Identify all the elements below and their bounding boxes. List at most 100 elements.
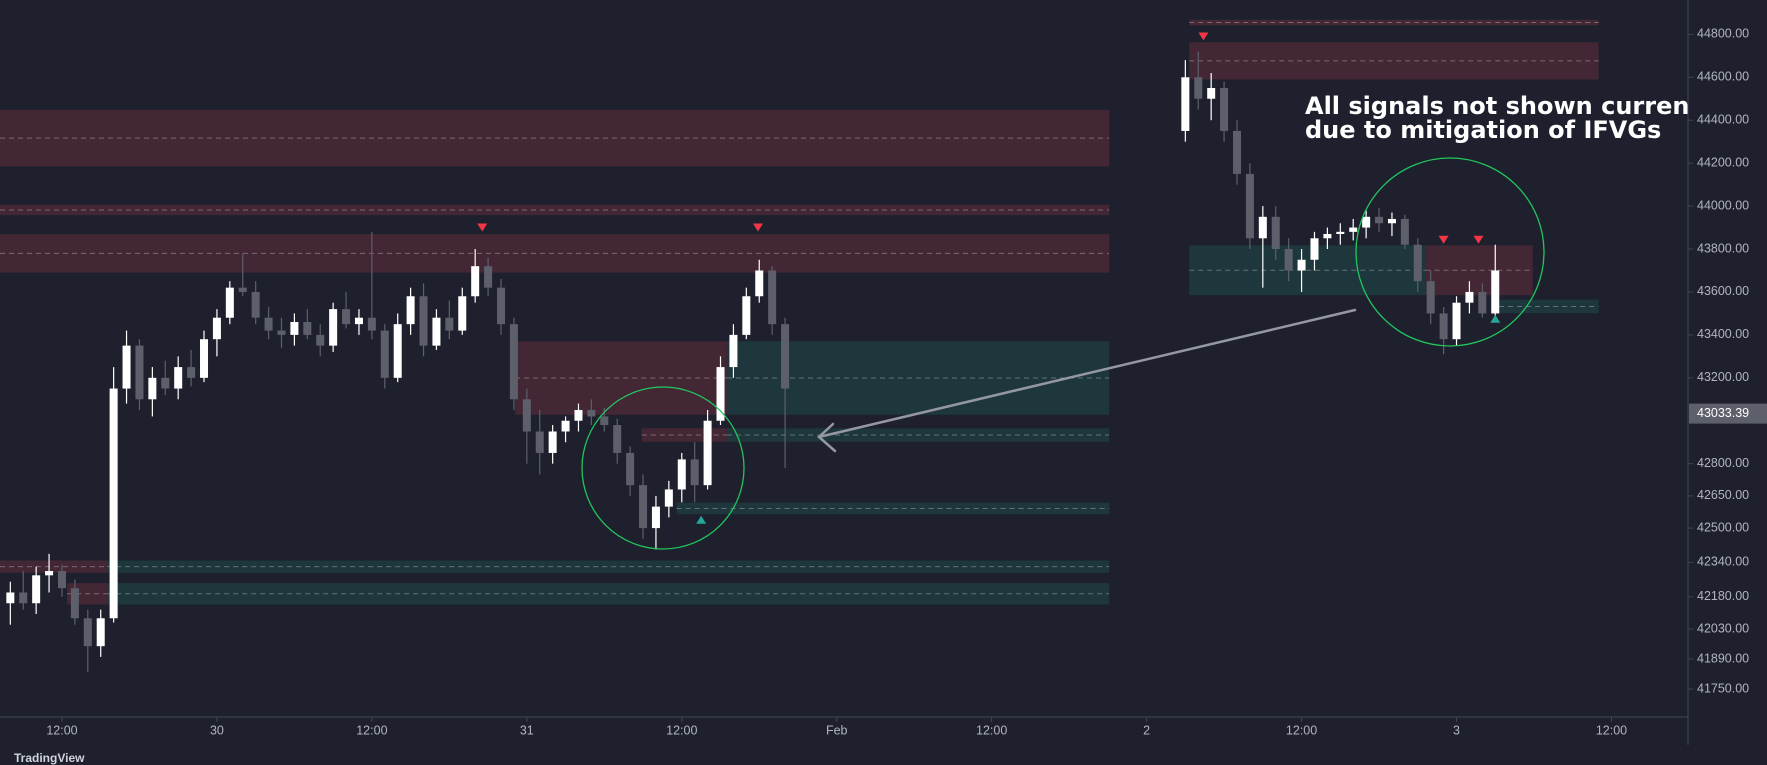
candle-body	[1233, 130, 1242, 174]
candle-body	[187, 367, 196, 378]
candle-body	[32, 575, 41, 604]
x-axis: 12:00 30 12:00 31 12:00 Feb 12:00 2 12:00 3 12:00	[46, 717, 1627, 737]
zone	[107, 583, 1110, 605]
signal	[752, 223, 763, 232]
candle-body	[1478, 291, 1487, 314]
candle-body	[587, 410, 596, 417]
candle-body	[1181, 77, 1190, 131]
candle-body	[419, 296, 428, 346]
candle-body	[1220, 88, 1229, 131]
candle-body	[690, 459, 699, 486]
candle-body	[45, 571, 54, 576]
candle-body	[109, 388, 118, 619]
candle-body	[290, 322, 299, 335]
signal	[477, 223, 488, 232]
annotation: All signals not shown currently	[1305, 92, 1725, 120]
candle-body	[626, 452, 635, 486]
x-tick-label: 2	[1143, 723, 1150, 737]
y-tick-label: 44200.00	[1697, 155, 1749, 169]
zone	[107, 560, 1110, 573]
zone	[515, 341, 727, 415]
x-tick-label: 12:00	[1286, 723, 1317, 737]
candle-body	[238, 287, 247, 292]
candle-body	[57, 571, 66, 589]
candle-body	[1207, 88, 1216, 99]
y-tick-label: 44000.00	[1697, 198, 1749, 212]
x-tick-label: 12:00	[1596, 723, 1627, 737]
candle-body	[277, 330, 286, 335]
candle-body	[432, 317, 441, 346]
candle-body	[1375, 216, 1384, 224]
candle-body	[148, 377, 157, 400]
candle-body	[406, 296, 415, 325]
candle-body	[380, 330, 389, 378]
candle-body	[122, 345, 131, 389]
candle-body	[174, 367, 183, 389]
last-price-box	[1689, 403, 1767, 424]
candle-body	[200, 339, 209, 378]
zone	[0, 109, 1110, 167]
candle-body	[264, 317, 273, 331]
highlight-circle	[581, 386, 745, 550]
candle-body	[651, 506, 660, 529]
candle-body	[716, 367, 725, 421]
zone	[0, 234, 1110, 273]
highlight-circle	[1355, 157, 1545, 347]
candle-body	[574, 410, 583, 421]
signal	[1490, 314, 1501, 323]
y-axis-panel	[1688, 0, 1767, 745]
last-price-label: 43033.39	[1697, 406, 1749, 420]
candle-body	[496, 287, 506, 325]
candle-body	[225, 287, 234, 318]
signal	[1473, 235, 1484, 244]
zones	[0, 19, 1599, 605]
candle-body	[1258, 216, 1267, 239]
candle-body	[471, 266, 480, 297]
candle-body	[458, 296, 467, 331]
candle-body	[535, 431, 544, 453]
y-tick-label: 43800.00	[1697, 241, 1749, 255]
candle-body	[639, 485, 648, 529]
candle-body	[1439, 313, 1448, 340]
candle-body	[316, 334, 325, 346]
signals	[477, 32, 1501, 524]
y-tick-label: 42030.00	[1697, 621, 1749, 635]
candle-body	[1349, 227, 1358, 232]
candle-body	[1194, 77, 1203, 99]
candle-body	[1452, 302, 1461, 340]
zone	[1189, 245, 1426, 296]
candle-body	[522, 399, 531, 432]
candle-body	[548, 431, 557, 453]
candle-body	[19, 592, 28, 604]
candle-body	[445, 317, 454, 331]
candle-body	[303, 322, 312, 335]
arrow	[817, 308, 1357, 453]
candle-body	[509, 324, 518, 400]
candle-body	[1310, 238, 1319, 260]
y-tick-label: 43200.00	[1697, 370, 1749, 384]
y-tick-label: 41750.00	[1697, 681, 1749, 695]
candle-body	[768, 270, 777, 325]
candle-body	[484, 266, 493, 288]
y-tick-label: 42500.00	[1697, 520, 1749, 534]
candle-body	[96, 618, 105, 647]
candles	[6, 51, 1500, 672]
candle-body	[135, 345, 144, 400]
y-tick-label: 42650.00	[1697, 488, 1749, 502]
zone	[726, 341, 1110, 415]
candle-body	[703, 420, 712, 486]
candle-body	[1245, 173, 1254, 239]
candle-body	[677, 459, 686, 490]
y-tick-label: 42800.00	[1697, 456, 1749, 470]
candle-body	[664, 489, 673, 507]
zone	[0, 560, 108, 573]
candle-body	[354, 317, 363, 325]
candle-body	[781, 324, 790, 389]
candle-body	[729, 334, 738, 368]
x-tick-label: 12:00	[976, 723, 1007, 737]
candle-body	[367, 317, 376, 331]
candle-body	[1336, 231, 1345, 234]
candle-body	[6, 592, 15, 604]
